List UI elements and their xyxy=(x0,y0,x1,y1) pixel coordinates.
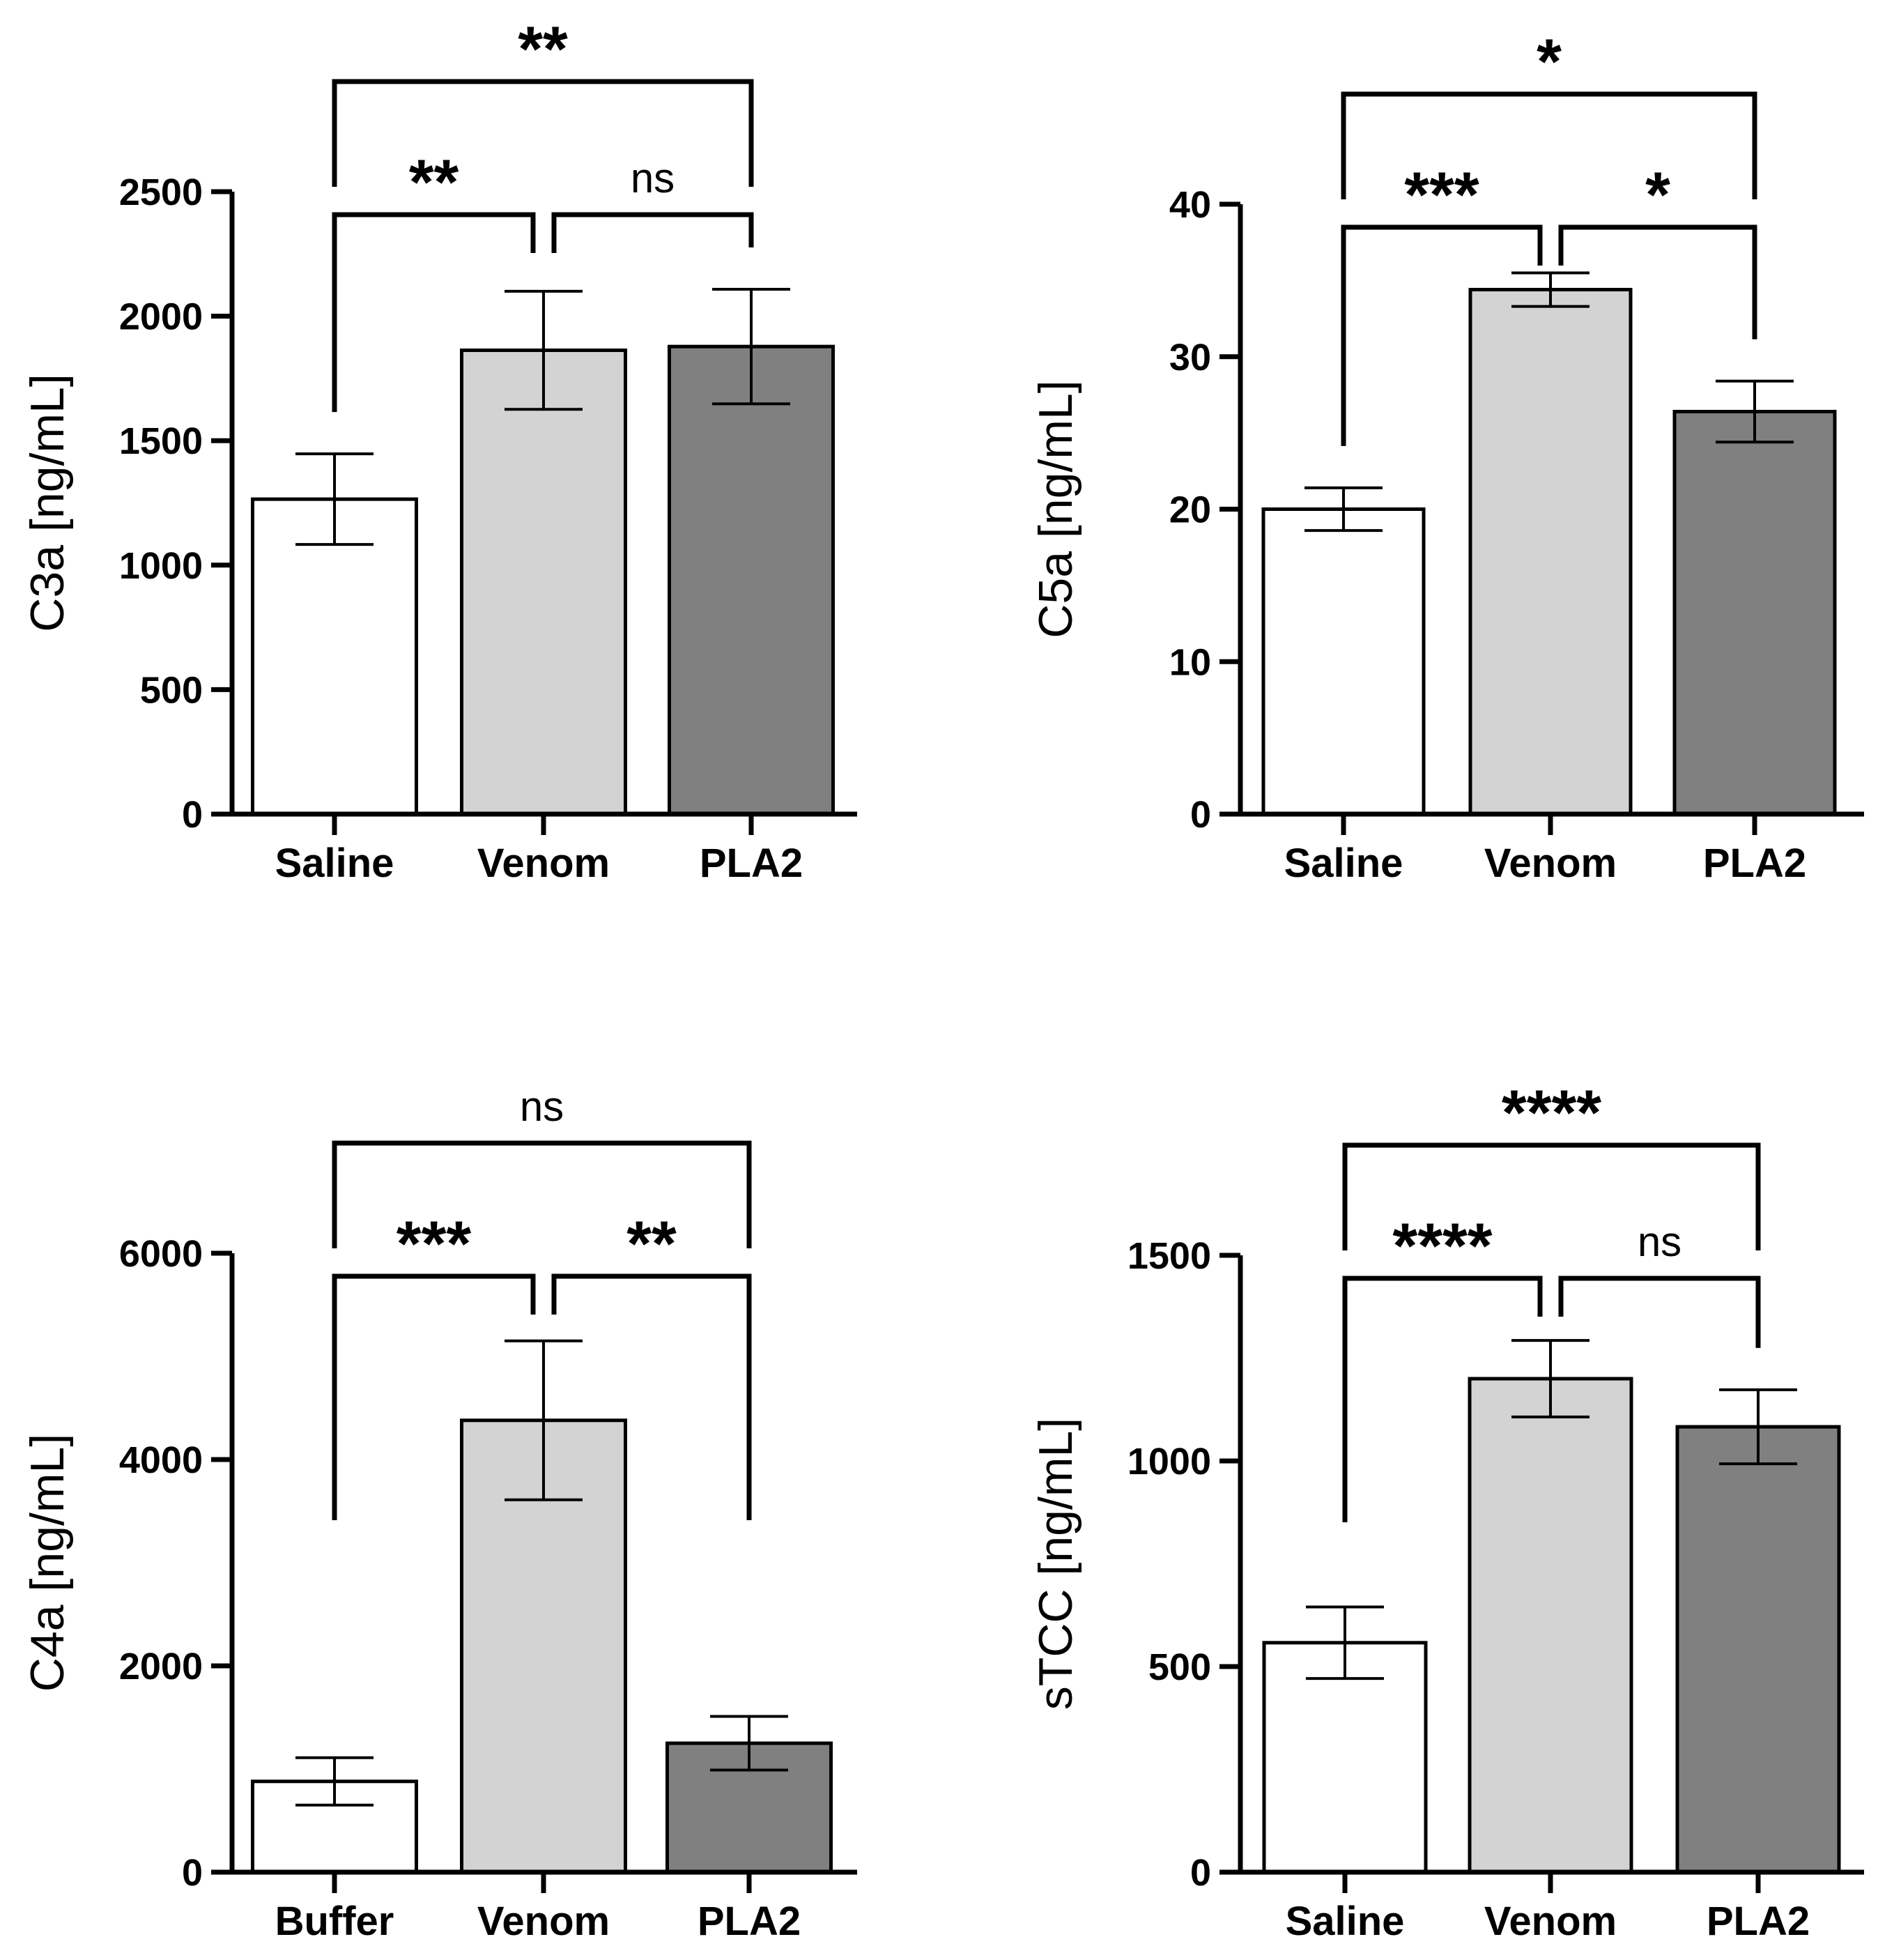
bracket-line xyxy=(332,212,536,413)
error-bar-saline xyxy=(1304,486,1383,533)
error-bar-pla2 xyxy=(1719,1388,1797,1466)
y-tick-label: 10 xyxy=(1169,641,1211,683)
significance-bracket-venom-pla2: ** xyxy=(551,1209,752,1520)
significance-label: *** xyxy=(1404,160,1479,231)
y-tick-label: 2500 xyxy=(119,171,203,213)
significance-bracket-buffer-pla2: ns xyxy=(332,1083,752,1248)
bar-venom xyxy=(1468,288,1633,816)
y-axis-title: C4a [ng/mL] xyxy=(21,1434,74,1692)
significance-label: ns xyxy=(1638,1218,1681,1265)
bracket-line xyxy=(1341,224,1543,446)
bar-venom xyxy=(460,349,627,816)
x-tick-label-pla2: PLA2 xyxy=(1707,1899,1810,1944)
y-axis-title: sTCC [ng/mL] xyxy=(1029,1418,1082,1710)
significance-label: ** xyxy=(626,1209,677,1280)
y-tick-label: 1500 xyxy=(1127,1235,1211,1277)
significance-bracket-saline-pla2: ** xyxy=(332,14,754,187)
bracket-line xyxy=(332,1273,536,1520)
error-bar-venom xyxy=(1511,1339,1590,1418)
error-bar-venom xyxy=(505,289,583,411)
bracket-line xyxy=(1341,91,1757,199)
panel-c4a: 0 2000 4000 6000 Buffer Venom PLA2 C4a [ng/mL] *… xyxy=(21,1083,857,1944)
error-bar-venom xyxy=(505,1339,583,1501)
y-tick-label: 40 xyxy=(1169,184,1211,226)
significance-label: ** xyxy=(518,14,568,85)
significance-bracket-buffer-venom: *** xyxy=(332,1209,536,1520)
y-axis-title: C3a [ng/mL] xyxy=(21,374,74,631)
y-tick-label: 500 xyxy=(140,669,203,711)
y-axis-title: C5a [ng/mL] xyxy=(1029,380,1082,638)
significance-bracket-saline-venom: *** xyxy=(1341,160,1543,446)
significance-bracket-saline-venom: **** xyxy=(1342,1211,1543,1522)
bar-pla2 xyxy=(668,344,835,816)
significance-bracket-venom-pla2: * xyxy=(1558,160,1757,339)
y-tick-label: 6000 xyxy=(119,1233,203,1275)
panel-c3a: 0 500 1000 1500 2000 2500 Saline Venom PLA2 C3a [… xyxy=(21,14,857,886)
x-tick-label-saline: Saline xyxy=(275,841,394,886)
bracket-line xyxy=(1342,1142,1761,1250)
x-tick-label-pla2: PLA2 xyxy=(1703,841,1806,886)
bracket-line xyxy=(551,1273,752,1520)
error-bar-venom xyxy=(1511,271,1590,308)
x-tick-label-pla2: PLA2 xyxy=(698,1899,801,1944)
significance-label: *** xyxy=(397,1209,472,1280)
x-tick-label-pla2: PLA2 xyxy=(700,841,803,886)
bracket-line xyxy=(1342,1276,1543,1522)
y-tick-label: 1500 xyxy=(119,420,203,462)
error-bar-saline xyxy=(295,452,374,546)
bar-saline xyxy=(251,497,418,816)
significance-bracket-saline-pla2: **** xyxy=(1342,1078,1761,1250)
bar-saline xyxy=(1261,507,1426,816)
y-tick-label: 1000 xyxy=(119,545,203,587)
x-tick-label-venom: Venom xyxy=(1484,1899,1617,1944)
y-tick-label: 500 xyxy=(1148,1646,1211,1688)
x-tick-label-buffer: Buffer xyxy=(275,1899,394,1944)
significance-bracket-saline-venom: ** xyxy=(332,147,536,413)
significance-label: ns xyxy=(631,155,675,201)
bracket-line xyxy=(551,212,754,253)
y-tick-label: 2000 xyxy=(119,296,203,338)
significance-label: * xyxy=(1537,26,1562,98)
significance-bracket-venom-pla2: ns xyxy=(1558,1218,1761,1348)
y-tick-label: 30 xyxy=(1169,337,1211,378)
y-tick-label: 0 xyxy=(182,1852,203,1894)
significance-label: ** xyxy=(409,147,459,218)
x-tick-label-venom: Venom xyxy=(1484,841,1617,886)
bar-venom xyxy=(1468,1377,1633,1874)
bar-pla2 xyxy=(1672,410,1837,816)
x-tick-label-venom: Venom xyxy=(477,1899,610,1944)
significance-label: ns xyxy=(520,1083,564,1130)
bracket-line xyxy=(1558,224,1757,339)
y-tick-label: 0 xyxy=(1190,1852,1211,1894)
bracket-line xyxy=(332,79,754,187)
bar-pla2 xyxy=(1675,1425,1841,1874)
bracket-line xyxy=(1558,1276,1761,1348)
y-tick-label: 20 xyxy=(1169,489,1211,531)
y-tick-label: 1000 xyxy=(1127,1441,1211,1483)
error-bar-pla2 xyxy=(1716,379,1794,444)
significance-label: **** xyxy=(1502,1078,1601,1149)
panel-stcc: 0 500 1000 1500 Saline Venom PLA2 sTCC [ng/mL] *… xyxy=(1029,1078,1864,1944)
x-tick-label-saline: Saline xyxy=(1284,841,1403,886)
error-bar-buffer xyxy=(295,1756,374,1807)
x-tick-label-venom: Venom xyxy=(477,841,610,886)
y-tick-label: 0 xyxy=(1190,794,1211,836)
y-tick-label: 4000 xyxy=(119,1439,203,1481)
error-bar-saline xyxy=(1306,1605,1384,1680)
significance-label: **** xyxy=(1392,1211,1492,1282)
error-bar-pla2 xyxy=(712,288,790,406)
significance-label: * xyxy=(1645,160,1670,231)
significance-bracket-venom-pla2: ns xyxy=(551,155,754,253)
error-bar-pla2 xyxy=(710,1715,788,1772)
significance-bracket-saline-pla2: * xyxy=(1341,26,1757,199)
bracket-line xyxy=(332,1140,752,1248)
y-tick-label: 2000 xyxy=(119,1646,203,1687)
x-tick-label-saline: Saline xyxy=(1286,1899,1405,1944)
y-tick-label: 0 xyxy=(182,794,203,836)
